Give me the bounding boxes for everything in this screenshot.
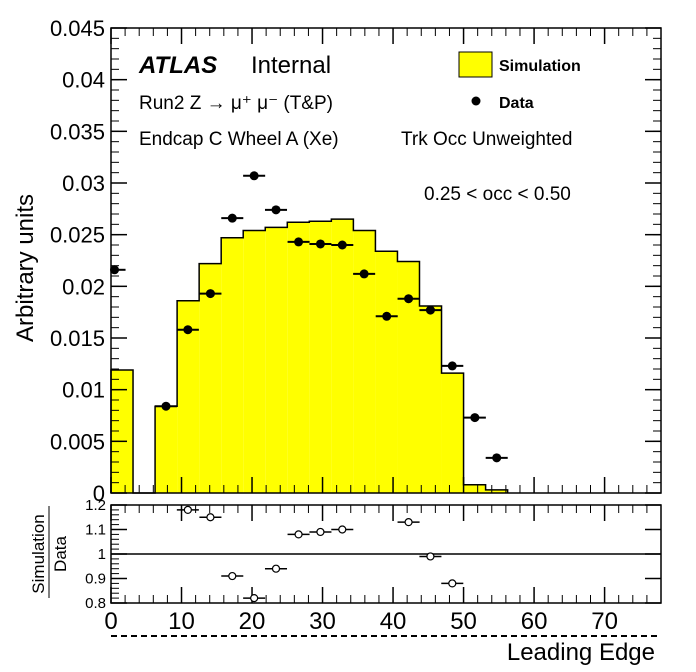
ratio-point [250,593,259,603]
simulation-bar [331,219,354,493]
ratio-y-title-denominator: Data [51,536,70,572]
ratio-point [338,525,347,534]
x-axis-title: Leading Edge [507,639,655,666]
ratio-y-title-numerator: Simulation [29,514,48,593]
data-point [315,239,325,249]
simulation-bar [111,370,134,493]
data-point [337,240,347,250]
data-point [294,237,304,247]
ratio-point [426,552,435,561]
data-point [404,294,414,304]
data-point [183,325,193,335]
x-tick-label: 40 [380,608,407,635]
simulation-bar [243,230,266,494]
data-point [110,265,120,275]
ratio-point [294,530,303,539]
ratio-point [271,564,281,573]
simulation-bar [309,221,332,493]
occupancy-range-label: 0.25 < occ < 0.50 [424,184,571,205]
x-tick-label: 20 [239,608,266,635]
ratio-y-tick-label: 1 [98,546,106,563]
legend-data-label: Data [499,95,534,112]
y-axis-title: Arbitrary units [12,194,39,342]
ratio-point [448,579,457,588]
ratio-panel: 0.80.911.11.20 10 20 30 40 50 60 70 Simulation … [29,497,662,666]
y-tick-label: 0.03 [62,171,105,196]
data-point [470,413,480,423]
legend-simulation-label: Simulation [499,58,581,75]
ratio-point [228,571,237,581]
y-tick-label: 0.005 [50,429,105,454]
data-point [382,311,392,321]
main-axes: 0 0.005 0.01 0.015 0.02 0.025 0.03 0.035 0.04 0.0… [50,16,662,506]
y-tick-label: 0.045 [50,16,105,41]
simulation-outline [110,218,509,494]
ratio-y-tick-label: 1.1 [85,522,106,539]
ratio-point [206,513,215,522]
x-tick-label: 0 [104,608,117,635]
data-point [271,205,281,215]
x-tick-label: 60 [521,608,548,635]
data-point [249,171,259,181]
ratio-y-tick-label: 1.2 [85,497,106,514]
simulation-bar [353,230,376,494]
region-label: Endcap C Wheel A (Xe) [139,129,339,150]
main-panel: 0 0.005 0.01 0.015 0.02 0.025 0.03 0.035 0.04 0.0… [12,16,662,506]
ratio-point [316,527,325,537]
x-tick-label: 70 [591,608,618,635]
simulation-bar [485,489,508,493]
y-tick-label: 0.01 [62,378,105,403]
data-point [492,453,502,463]
simulation-bar [419,305,442,493]
legend-data-marker [471,96,481,106]
data-point [227,213,237,223]
data-point [161,401,171,411]
ratio-points [176,505,464,603]
data-point [425,305,435,315]
simulation-bar [375,251,398,493]
data-point [359,269,369,279]
ratio-point [404,518,413,527]
x-tick-label: 30 [309,608,336,635]
simulation-bar [397,261,420,493]
simulation-bar [155,406,178,493]
simulation-bar [265,227,288,493]
y-tick-label: 0.04 [62,68,105,93]
simulation-bar [199,263,222,493]
ratio-y-tick-label: 0.9 [85,571,106,588]
y-tick-label: 0.025 [50,223,105,248]
ratio-y-tick-label: 0.8 [85,595,106,612]
y-tick-label: 0.02 [62,274,105,299]
legend: Simulation Data [458,51,581,112]
legend-simulation-swatch [458,51,493,78]
simulation-bar [287,222,310,493]
simulation-histogram [110,218,509,494]
simulation-bar [177,300,200,493]
data-points [110,171,508,463]
atlas-label: ATLAS [138,52,217,79]
y-tick-label: 0.035 [50,119,105,144]
main-plot-frame [110,27,662,494]
ratio-axes: 0.8 0.9 1 1.1 1.2 0 10 20 30 40 50 60 70 [85,497,662,635]
data-point [447,361,457,371]
x-tick-label: 10 [168,608,195,635]
simulation-bar [221,237,244,493]
ratio-point [183,505,192,514]
y-tick-label: 0.015 [50,326,105,351]
data-point [205,289,215,299]
simulation-bar [463,484,486,493]
weighting-label: Trk Occ Unweighted [401,129,572,150]
y-tick-label: 0 [93,481,105,506]
simulation-bar [441,373,464,493]
run-info-label: Run2 Z → μ⁺ μ⁻ (T&P) [139,93,333,114]
x-tick-label: 50 [450,608,477,635]
ratio-plot-frame [110,504,662,604]
internal-label: Internal [251,52,331,79]
